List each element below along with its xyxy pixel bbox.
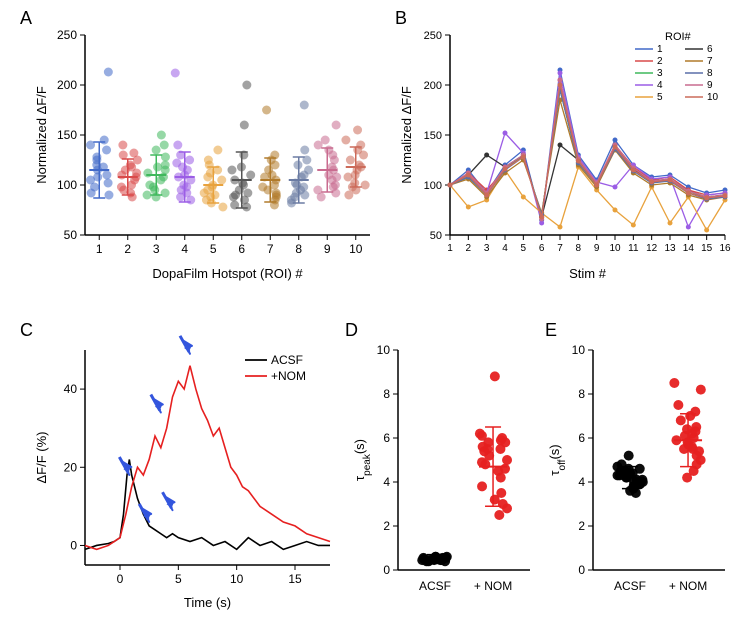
svg-text:50: 50	[430, 230, 442, 242]
svg-text:250: 250	[424, 30, 442, 42]
panel-d-plot: 0 2 4 6 8 10 ACSF + NOM τpeak(s)	[350, 335, 540, 615]
svg-text:13: 13	[664, 243, 676, 254]
svg-text:5: 5	[210, 242, 217, 256]
panel-c-plot: 0 20 40 0 5 10 15 Time (s) ΔF/F (%) ACSF +NOM	[30, 335, 340, 615]
svg-text:8: 8	[707, 68, 713, 79]
svg-text:4: 4	[502, 243, 508, 254]
svg-text:5: 5	[175, 572, 182, 586]
panel-a-plot: 50 100 150 200 250 1 2 3 4 5 6 7 8 9 10 DopaFilm Hotspo…	[30, 20, 380, 290]
svg-text:+ NOM: + NOM	[474, 579, 512, 593]
svg-text:8: 8	[578, 387, 585, 401]
svg-text:10: 10	[707, 92, 719, 103]
svg-text:2: 2	[124, 242, 131, 256]
svg-text:2: 2	[383, 519, 390, 533]
svg-text:7: 7	[707, 56, 713, 67]
svg-text:0: 0	[70, 538, 77, 552]
svg-text:1: 1	[657, 44, 663, 55]
svg-text:0: 0	[578, 563, 585, 577]
svg-text:100: 100	[57, 178, 77, 192]
svg-text:10: 10	[572, 343, 586, 357]
svg-text:6: 6	[578, 431, 585, 445]
panel-b-plot: 5010015020025012345678910111213141516Sti…	[395, 20, 735, 290]
svg-text:3: 3	[657, 68, 663, 79]
svg-text:4: 4	[181, 242, 188, 256]
svg-text:4: 4	[657, 80, 663, 91]
svg-text:Normalized ΔF/F: Normalized ΔF/F	[34, 86, 49, 184]
svg-text:Stim #: Stim #	[569, 266, 607, 281]
svg-text:5: 5	[657, 92, 663, 103]
svg-text:5: 5	[521, 243, 527, 254]
svg-text:20: 20	[64, 460, 78, 474]
svg-text:10: 10	[377, 343, 391, 357]
svg-text:10: 10	[349, 242, 363, 256]
svg-text:3: 3	[153, 242, 160, 256]
svg-text:9: 9	[594, 243, 600, 254]
svg-text:ROI#: ROI#	[665, 31, 692, 43]
svg-text:4: 4	[578, 475, 585, 489]
svg-text:150: 150	[424, 130, 442, 142]
svg-text:9: 9	[707, 80, 713, 91]
svg-text:8: 8	[295, 242, 302, 256]
svg-text:ACSF: ACSF	[419, 579, 451, 593]
svg-text:14: 14	[683, 243, 695, 254]
svg-text:DopaFilm Hotspot (ROI) #: DopaFilm Hotspot (ROI) #	[152, 266, 303, 281]
svg-text:0: 0	[383, 563, 390, 577]
figure-container: A B C D E 5010015020025012345678910DopaF…	[0, 0, 742, 623]
svg-text:11: 11	[628, 243, 639, 254]
svg-text:9: 9	[324, 242, 331, 256]
svg-text:+ NOM: + NOM	[669, 579, 707, 593]
svg-text:100: 100	[424, 180, 442, 192]
svg-text:15: 15	[701, 243, 713, 254]
svg-text:8: 8	[576, 243, 582, 254]
svg-text:2: 2	[578, 519, 585, 533]
panel-e-plot: 0 2 4 6 8 10 ACSF + NOM τoff(s)	[545, 335, 735, 615]
svg-text:+NOM: +NOM	[271, 369, 306, 383]
svg-text:ACSF: ACSF	[614, 579, 646, 593]
svg-text:40: 40	[64, 382, 78, 396]
svg-text:150: 150	[57, 128, 77, 142]
svg-text:τoff(s): τoff(s)	[547, 444, 568, 475]
svg-text:ACSF: ACSF	[271, 353, 303, 367]
svg-text:12: 12	[646, 243, 658, 254]
svg-text:6: 6	[383, 431, 390, 445]
svg-text:τpeak(s): τpeak(s)	[352, 439, 373, 481]
svg-text:200: 200	[57, 78, 77, 92]
svg-text:4: 4	[383, 475, 390, 489]
svg-text:6: 6	[238, 242, 245, 256]
svg-text:ΔF/F (%): ΔF/F (%)	[34, 431, 49, 483]
svg-text:7: 7	[557, 243, 563, 254]
svg-text:200: 200	[424, 80, 442, 92]
svg-text:10: 10	[230, 572, 244, 586]
svg-text:7: 7	[267, 242, 274, 256]
svg-text:250: 250	[57, 28, 77, 42]
svg-text:15: 15	[288, 572, 302, 586]
svg-text:8: 8	[383, 387, 390, 401]
svg-text:6: 6	[539, 243, 545, 254]
svg-text:0: 0	[117, 572, 124, 586]
svg-text:10: 10	[609, 243, 621, 254]
svg-text:1: 1	[447, 243, 453, 254]
svg-text:16: 16	[719, 243, 731, 254]
svg-text:Time (s): Time (s)	[184, 595, 231, 610]
svg-text:1: 1	[96, 242, 103, 256]
svg-text:2: 2	[657, 56, 663, 67]
svg-text:50: 50	[64, 228, 78, 242]
svg-text:2: 2	[466, 243, 472, 254]
svg-text:3: 3	[484, 243, 490, 254]
svg-text:6: 6	[707, 44, 713, 55]
svg-text:Normalized ΔF/F: Normalized ΔF/F	[399, 86, 414, 184]
